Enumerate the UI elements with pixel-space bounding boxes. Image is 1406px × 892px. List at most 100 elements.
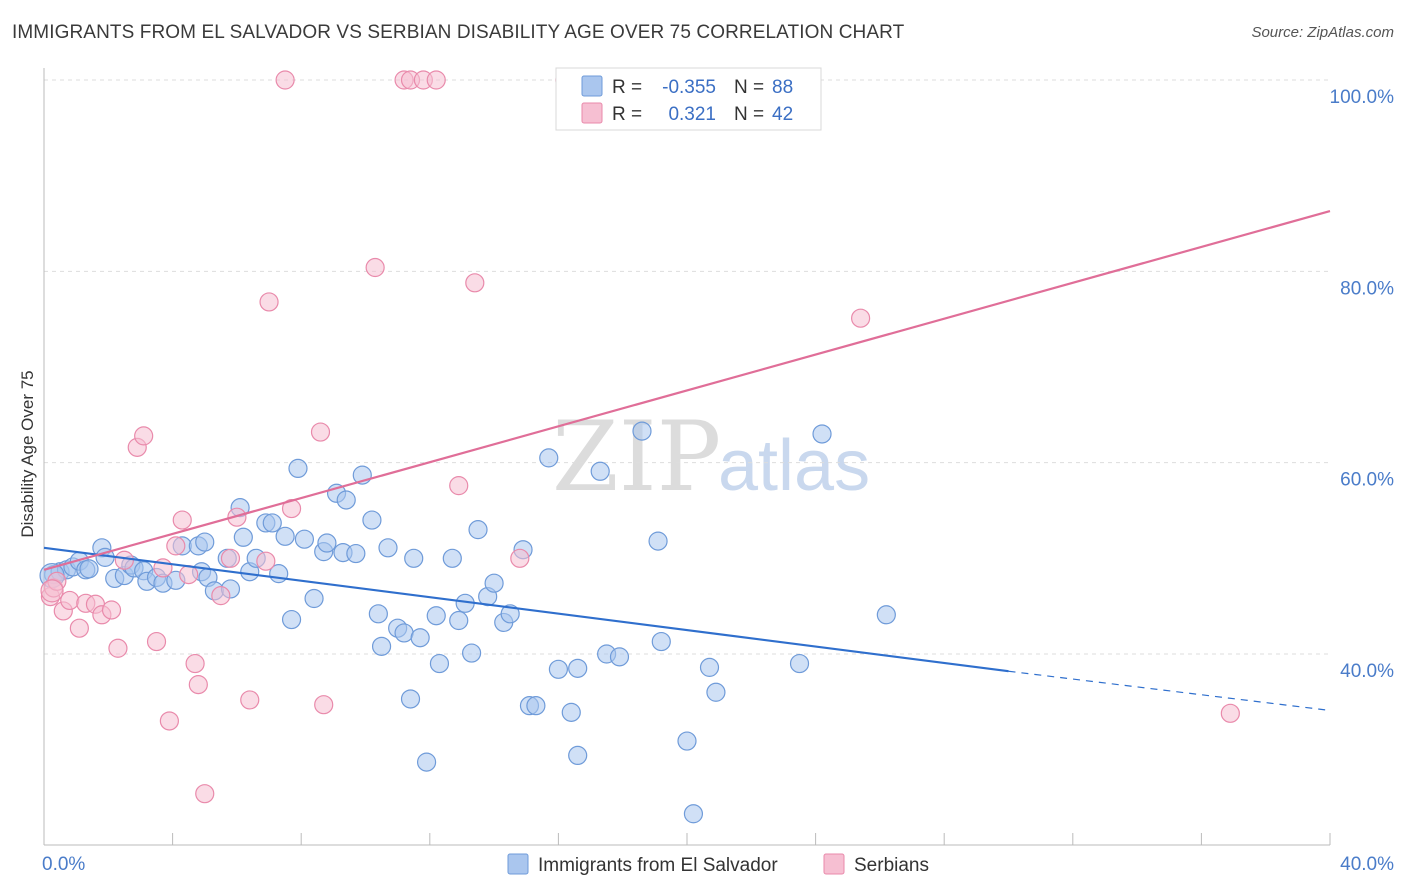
y-tick-label-80: 80.0% — [1340, 278, 1394, 299]
watermark-atlas: atlas — [718, 426, 870, 506]
el-salvador-point-36 — [294, 529, 315, 549]
y-tick-label-60: 60.0% — [1340, 470, 1394, 491]
watermark-zip: ZIP — [552, 401, 721, 513]
el-salvador-point-48 — [378, 538, 398, 558]
el-salvador-point-39 — [317, 533, 337, 553]
x-tick-marks — [43, 833, 1331, 845]
serbians-point-27 — [256, 551, 276, 571]
trendline-el-salvador-projection — [1008, 670, 1331, 712]
el-salvador-point-57 — [442, 548, 462, 568]
el-salvador-point-58 — [449, 610, 469, 631]
serbians-point-large — [40, 579, 64, 603]
el-salvador-point-35 — [288, 458, 308, 479]
serbians-point-19 — [179, 564, 199, 585]
legend-r-label-1: R = — [612, 77, 642, 98]
serbians-point-11 — [114, 550, 134, 570]
el-salvador-point-74 — [590, 461, 610, 481]
serbians-point-42 — [851, 308, 871, 328]
el-salvador-point-55 — [426, 606, 446, 626]
el-salvador-point-79 — [651, 631, 671, 652]
serbians-point-23 — [211, 586, 231, 606]
trend-lines — [43, 210, 1331, 712]
el-salvador-point-45 — [362, 510, 382, 530]
el-salvador-point-69 — [539, 448, 559, 468]
el-salvador-point-76 — [609, 647, 630, 667]
y-axis-label: Disability Age Over 75 — [18, 370, 37, 537]
el-salvador-point-47 — [371, 636, 392, 656]
serbians-point-32 — [314, 695, 334, 715]
source-credit: Source: ZipAtlas.com — [1251, 24, 1394, 41]
series-legend: Immigrants from El Salvador Serbians — [507, 853, 929, 876]
serbians-point-30 — [281, 498, 302, 519]
legend-n-value-1: 88 — [772, 77, 793, 98]
legend-swatch-el-salvador — [581, 75, 603, 97]
serbians-point-29 — [275, 70, 295, 90]
serbians-point-39 — [465, 273, 485, 293]
serbians-point-18 — [172, 510, 192, 530]
el-salvador-point-46 — [368, 604, 388, 624]
legend-r-value-1: -0.355 — [662, 77, 716, 98]
serbians-point-9 — [101, 600, 122, 620]
serbians-point-13 — [134, 426, 154, 446]
serbians-point-37 — [426, 70, 446, 90]
el-salvador-point-43 — [346, 543, 366, 564]
el-salvador-point-63 — [484, 573, 504, 593]
el-salvador-point-82 — [699, 657, 720, 677]
x-tick-label-min: 0.0% — [42, 854, 85, 875]
serbians-point-5 — [69, 618, 89, 638]
serbians-point-43 — [1220, 703, 1240, 723]
serbians-point-40 — [510, 548, 530, 568]
el-salvador-point-83 — [706, 682, 726, 702]
chart-title: IMMIGRANTS FROM EL SALVADOR VS SERBIAN D… — [12, 22, 905, 43]
legend-r-label-2: R = — [612, 104, 642, 125]
legend-n-value-2: 42 — [772, 104, 793, 125]
el-salvador-point-60 — [461, 643, 482, 663]
trendline-el-salvador — [43, 546, 1009, 673]
serbians-point-33 — [365, 257, 385, 278]
serbians-point-10 — [108, 638, 128, 658]
serbians-point-20 — [185, 653, 205, 674]
el-salvador-point-27 — [233, 527, 253, 547]
serbians-point-28 — [259, 292, 279, 312]
el-salvador-point-54 — [416, 752, 437, 772]
serbians-point-31 — [310, 422, 331, 442]
stats-legend: R = -0.355 N = 88 R = 0.321 N = 42 — [555, 67, 822, 131]
serbians-point-25 — [227, 507, 247, 527]
el-salvador-point-31 — [262, 513, 282, 533]
series-legend-label-serbians: Serbians — [854, 855, 929, 876]
el-salvador-point-84 — [789, 653, 810, 674]
el-salvador-point-50 — [394, 623, 414, 643]
x-tick-label-max: 40.0% — [1340, 854, 1394, 875]
serbians-point-4 — [60, 590, 80, 611]
el-salvador-point-61 — [468, 520, 488, 540]
el-salvador-point-37 — [304, 588, 324, 609]
el-salvador-point-71 — [561, 702, 581, 722]
el-salvador-point-21 — [195, 532, 215, 552]
el-salvador-point-52 — [404, 548, 424, 568]
serbians-point-22 — [195, 784, 215, 804]
el-salvador-point-80 — [677, 731, 697, 751]
series-legend-swatch-serbians — [823, 853, 845, 875]
el-salvador-point-6 — [79, 559, 99, 579]
el-salvador-point-72 — [568, 658, 588, 678]
el-salvador-point-81 — [683, 804, 704, 824]
trendline-serbians — [43, 210, 1331, 571]
legend-n-label-1: N = — [734, 77, 764, 98]
el-salvador-point-70 — [548, 659, 569, 679]
serbians-point-21 — [188, 675, 208, 695]
serbians-point-17 — [166, 536, 186, 556]
el-salvador-point-65 — [500, 604, 520, 624]
el-salvador-point-33 — [275, 526, 295, 546]
el-salvador-point-51 — [400, 689, 421, 709]
el-salvador-point-68 — [526, 696, 546, 716]
el-salvador-point-86 — [876, 605, 896, 625]
el-salvador-point-77 — [632, 421, 652, 441]
el-salvador-point-42 — [336, 490, 356, 510]
el-salvador-point-73 — [568, 745, 588, 766]
serbians-point-14 — [146, 631, 167, 652]
el-salvador-point-53 — [410, 628, 430, 648]
legend-swatch-serbians — [581, 102, 603, 124]
y-tick-label-100: 100.0% — [1330, 87, 1395, 108]
y-tick-label-40: 40.0% — [1340, 661, 1394, 682]
